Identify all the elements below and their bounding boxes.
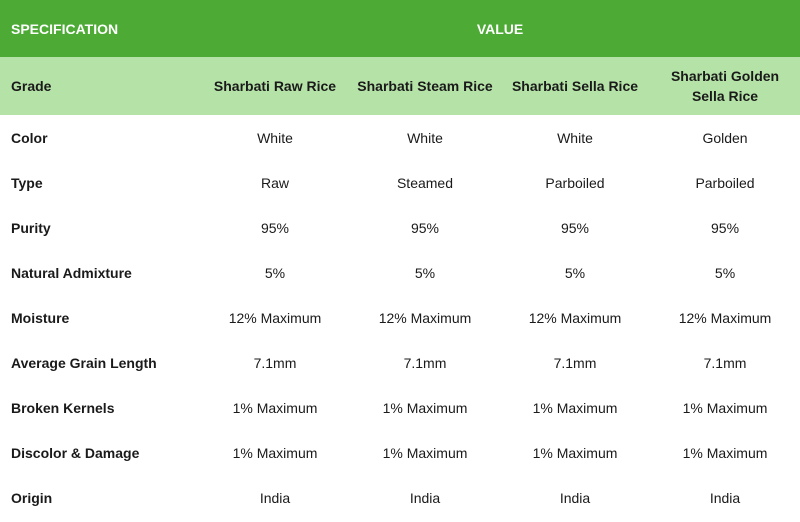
cell-value: India <box>559 489 591 506</box>
cell-value: 1% Maximum <box>532 399 618 416</box>
row-label: Discolor & Damage <box>11 444 140 461</box>
grade-value: Sharbati Steam Rice <box>350 57 500 115</box>
header-value: VALUE <box>200 0 800 57</box>
cell-value: India <box>409 489 441 506</box>
cell-value: 5% <box>564 264 586 281</box>
cell-value: 7.1mm <box>403 354 447 371</box>
cell-value: 12% Maximum <box>528 309 622 326</box>
cell-value: White <box>257 129 293 146</box>
grade-row: Grade Sharbati Raw Rice Sharbati Steam R… <box>0 57 800 115</box>
row-label: Broken Kernels <box>11 399 115 416</box>
row-label: Moisture <box>11 309 70 326</box>
cell-value: 95% <box>560 219 590 236</box>
cell-value: 12% Maximum <box>678 309 772 326</box>
cell-value: India <box>259 489 291 506</box>
grade-value: Sharbati Raw Rice <box>200 57 350 115</box>
row-label: Type <box>11 174 43 191</box>
cell-value: 12% Maximum <box>378 309 472 326</box>
table-row: Type Raw Steamed Parboiled Parboiled <box>0 160 800 205</box>
cell-value: 5% <box>714 264 736 281</box>
row-label: Purity <box>11 219 51 236</box>
table-header-row: SPECIFICATION VALUE <box>0 0 800 57</box>
cell-value: 95% <box>711 219 740 236</box>
grade-label: Grade <box>0 57 200 115</box>
row-label: Natural Admixture <box>11 264 132 281</box>
table-row: Natural Admixture 5% 5% 5% 5% <box>0 250 800 295</box>
table-row: Discolor & Damage 1% Maximum 1% Maximum … <box>0 430 800 475</box>
cell-value: 1% Maximum <box>532 444 618 461</box>
cell-value: 1% Maximum <box>682 444 768 461</box>
cell-value: White <box>557 129 593 146</box>
cell-value: Golden <box>702 129 748 146</box>
cell-value: 95% <box>260 219 290 236</box>
cell-value: Parboiled <box>695 174 755 191</box>
cell-value: 1% Maximum <box>682 399 768 416</box>
cell-value: Raw <box>260 174 289 191</box>
table-row: Purity 95% 95% 95% 95% <box>0 205 800 250</box>
grade-value: Sharbati Sella Rice <box>500 57 650 115</box>
row-label: Color <box>11 129 48 146</box>
cell-value: 1% Maximum <box>232 444 318 461</box>
cell-value: 95% <box>410 219 440 236</box>
table-row: Origin India India India India <box>0 475 800 520</box>
cell-value: India <box>709 489 741 506</box>
table-row: Moisture 12% Maximum 12% Maximum 12% Max… <box>0 295 800 340</box>
cell-value: 7.1mm <box>253 354 297 371</box>
table-row: Average Grain Length 7.1mm 7.1mm 7.1mm 7… <box>0 340 800 385</box>
table-row: Broken Kernels 1% Maximum 1% Maximum 1% … <box>0 385 800 430</box>
cell-value: 5% <box>414 264 436 281</box>
cell-value: 12% Maximum <box>228 309 322 326</box>
row-label: Average Grain Length <box>11 354 157 371</box>
grade-value: Sharbati Golden Sella Rice <box>650 57 800 115</box>
cell-value: 1% Maximum <box>382 399 468 416</box>
cell-value: Steamed <box>396 174 454 191</box>
cell-value: 7.1mm <box>703 354 747 371</box>
cell-value: Parboiled <box>545 174 605 191</box>
cell-value: 1% Maximum <box>232 399 318 416</box>
header-specification: SPECIFICATION <box>0 0 200 57</box>
cell-value: White <box>407 129 443 146</box>
row-label: Origin <box>11 489 53 506</box>
table-row: Color White White White Golden <box>0 115 800 160</box>
cell-value: 7.1mm <box>553 354 597 371</box>
cell-value: 1% Maximum <box>382 444 468 461</box>
cell-value: 5% <box>264 264 286 281</box>
